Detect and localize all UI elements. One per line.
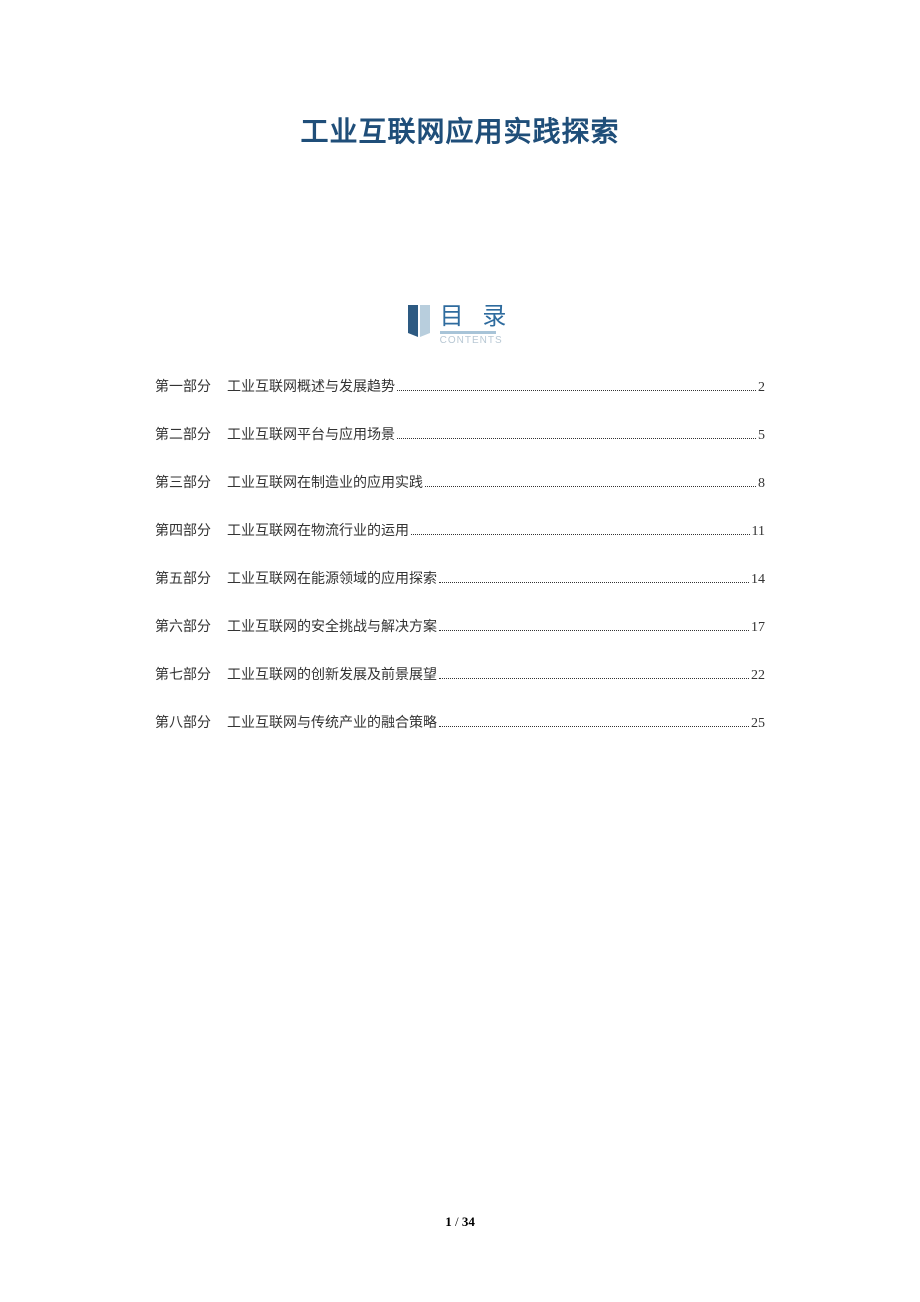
toc-entry-title: 工业互联网在物流行业的运用 [227,520,409,540]
toc-page-number: 2 [758,380,765,396]
footer-total-pages: 34 [462,1214,475,1229]
toc-entry[interactable]: 第二部分工业互联网平台与应用场景 5 [155,424,765,444]
toc-page-number: 11 [752,524,765,540]
toc-leader-dots [425,486,756,487]
page-footer: 1 / 34 [0,1214,920,1230]
toc-entry-title: 工业互联网的创新发展及前景展望 [227,664,437,684]
toc-entry[interactable]: 第六部分工业互联网的安全挑战与解决方案 17 [155,616,765,636]
toc-header-text: 目 录 CONTENTS [440,305,513,346]
toc-part-label: 第八部分 [155,712,211,732]
toc-entry-title: 工业互联网在制造业的应用实践 [227,472,423,492]
toc-part-label: 第四部分 [155,520,211,540]
toc-part-label: 第二部分 [155,424,211,444]
toc-page-number: 8 [758,476,765,492]
toc-leader-dots [397,390,756,391]
toc-entry-title: 工业互联网平台与应用场景 [227,424,395,444]
toc-part-label: 第六部分 [155,616,211,636]
toc-part-label: 第五部分 [155,568,211,588]
toc-leader-dots [439,582,749,583]
toc-entry-title: 工业互联网概述与发展趋势 [227,376,395,396]
toc-entry[interactable]: 第四部分工业互联网在物流行业的运用 11 [155,520,765,540]
toc-entry[interactable]: 第五部分工业互联网在能源领域的应用探索 14 [155,568,765,588]
toc-leader-dots [397,438,756,439]
toc-page-number: 17 [751,620,765,636]
toc-bookmark-icon [408,305,432,346]
toc-entry[interactable]: 第七部分工业互联网的创新发展及前景展望 22 [155,664,765,684]
toc-entry[interactable]: 第三部分工业互联网在制造业的应用实践 8 [155,472,765,492]
toc-leader-dots [439,630,749,631]
toc-entry[interactable]: 第一部分工业互联网概述与发展趋势 2 [155,376,765,396]
toc-leader-dots [439,726,749,727]
toc-list: 第一部分工业互联网概述与发展趋势2第二部分工业互联网平台与应用场景5第三部分工业… [155,376,765,732]
toc-leader-dots [411,534,750,535]
toc-page-number: 14 [751,572,765,588]
toc-header-bar [440,331,496,334]
toc-entry-title: 工业互联网的安全挑战与解决方案 [227,616,437,636]
toc-header-cn: 目 录 [440,305,513,329]
toc-header: 目 录 CONTENTS [155,305,765,346]
toc-page-number: 25 [751,716,765,732]
toc-header-en: CONTENTS [440,335,503,346]
toc-part-label: 第七部分 [155,664,211,684]
toc-part-label: 第一部分 [155,376,211,396]
footer-separator: / [452,1214,462,1229]
document-title: 工业互联网应用实践探索 [155,110,765,150]
toc-entry[interactable]: 第八部分工业互联网与传统产业的融合策略 25 [155,712,765,732]
toc-leader-dots [439,678,749,679]
toc-page-number: 22 [751,668,765,684]
toc-part-label: 第三部分 [155,472,211,492]
toc-page-number: 5 [758,428,765,444]
toc-entry-title: 工业互联网在能源领域的应用探索 [227,568,437,588]
toc-entry-title: 工业互联网与传统产业的融合策略 [227,712,437,732]
